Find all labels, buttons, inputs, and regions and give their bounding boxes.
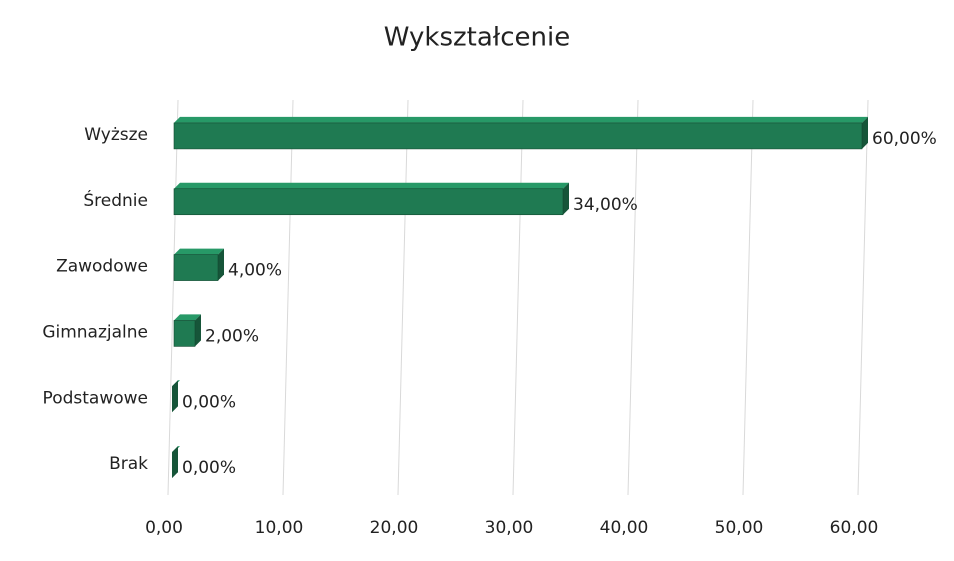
grid-line [512,99,524,496]
bar-side [563,182,569,215]
bar-top [174,116,868,123]
bar-top [174,182,569,189]
x-tick-label: 10,00 [255,518,304,538]
x-tick-label: 30,00 [485,518,534,538]
value-label: 4,00% [228,261,282,281]
y-tick-label: Podstawowe [43,388,148,408]
value-label: 0,00% [182,458,236,478]
grid-line [397,99,409,496]
bar-top [174,314,201,321]
y-tick-label: Średnie [83,189,148,211]
grid-line [857,99,869,496]
x-tick-label: 20,00 [370,518,419,538]
x-tick-label: 50,00 [715,518,764,538]
bar-side [195,314,201,347]
y-tick-label: Gimnazjalne [42,322,148,342]
bar-side [172,380,178,413]
chart-title: Wykształcenie [384,23,570,53]
bar [173,122,863,150]
grid-line [742,99,754,496]
value-label: 34,00% [573,195,638,215]
bar [173,320,196,347]
y-tick-label: Zawodowe [56,257,148,277]
value-label: 2,00% [205,326,259,346]
grid-line [627,99,639,496]
y-tick-label: Wyższe [84,125,148,145]
x-tick-label: 0,00 [145,518,183,538]
y-tick-label: Brak [109,454,148,474]
x-tick-label: 60,00 [830,518,879,538]
grid-line [282,99,294,496]
bar-top [174,248,224,255]
bar [173,254,219,281]
value-label: 60,00% [872,129,937,149]
bar [173,188,564,216]
bar-side [218,248,224,281]
value-label: 0,00% [182,392,236,412]
grid-line [167,99,179,496]
x-tick-label: 40,00 [600,518,649,538]
bar-side [172,446,178,479]
bar-side [862,116,868,149]
